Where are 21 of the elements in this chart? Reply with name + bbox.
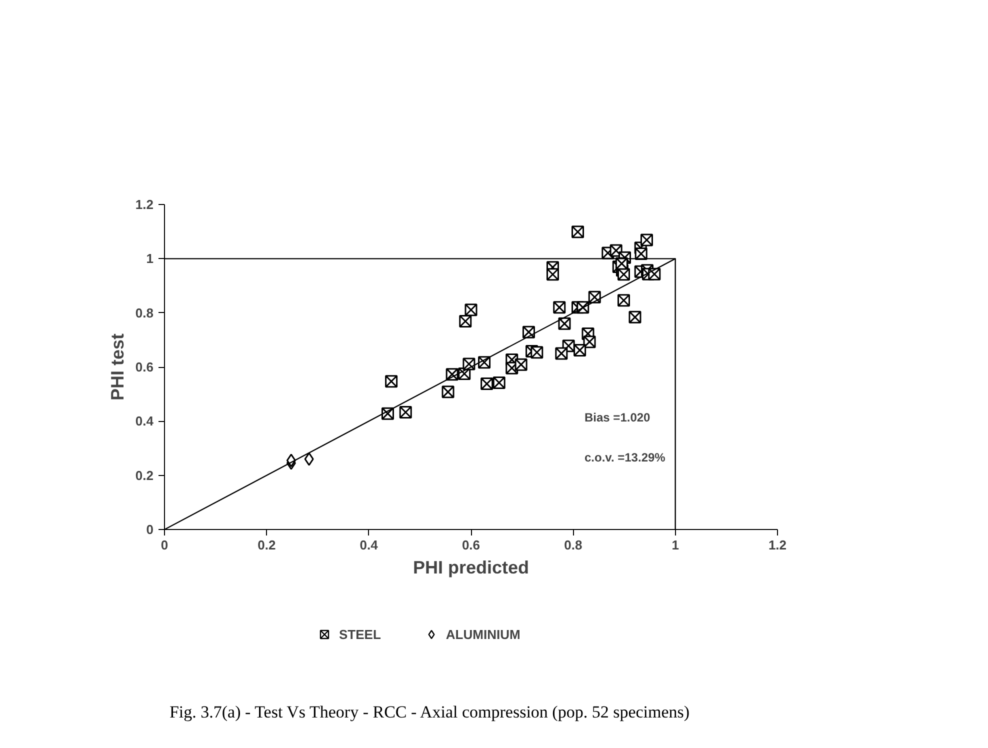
annotation: Bias =1.020 bbox=[584, 410, 651, 424]
y-tick-label: 1.2 bbox=[135, 197, 154, 212]
legend-label: ALUMINIUM bbox=[446, 626, 520, 642]
x-tick-label: 0 bbox=[160, 538, 168, 552]
y-tick-label: 1 bbox=[146, 251, 154, 266]
y-tick-label: 0.2 bbox=[135, 468, 154, 483]
y-tick-label: 0.8 bbox=[135, 305, 154, 320]
x-tick-label: 0.2 bbox=[258, 538, 276, 552]
annotation: c.o.v. =13.29% bbox=[584, 450, 666, 464]
caption: Fig. 3.7(a) - Test Vs Theory - RCC - Axial compression (pop. 52 specimens) bbox=[169, 702, 690, 722]
y-tick-label: 0 bbox=[146, 522, 154, 537]
y-tick-label: 0.6 bbox=[135, 360, 154, 374]
x-tick-label: 0.4 bbox=[360, 538, 379, 552]
legend-label: STEEL bbox=[339, 626, 381, 642]
y-tick-label: 0.4 bbox=[135, 414, 154, 429]
x-tick-label: 0.8 bbox=[564, 538, 582, 552]
x-tick-label: 0.6 bbox=[462, 538, 480, 552]
y-axis-title: PHI test bbox=[107, 333, 128, 401]
x-tick-label: 1 bbox=[672, 538, 679, 552]
x-tick-label: 1.2 bbox=[768, 538, 787, 552]
x-axis-title: PHI predicted bbox=[412, 558, 530, 578]
